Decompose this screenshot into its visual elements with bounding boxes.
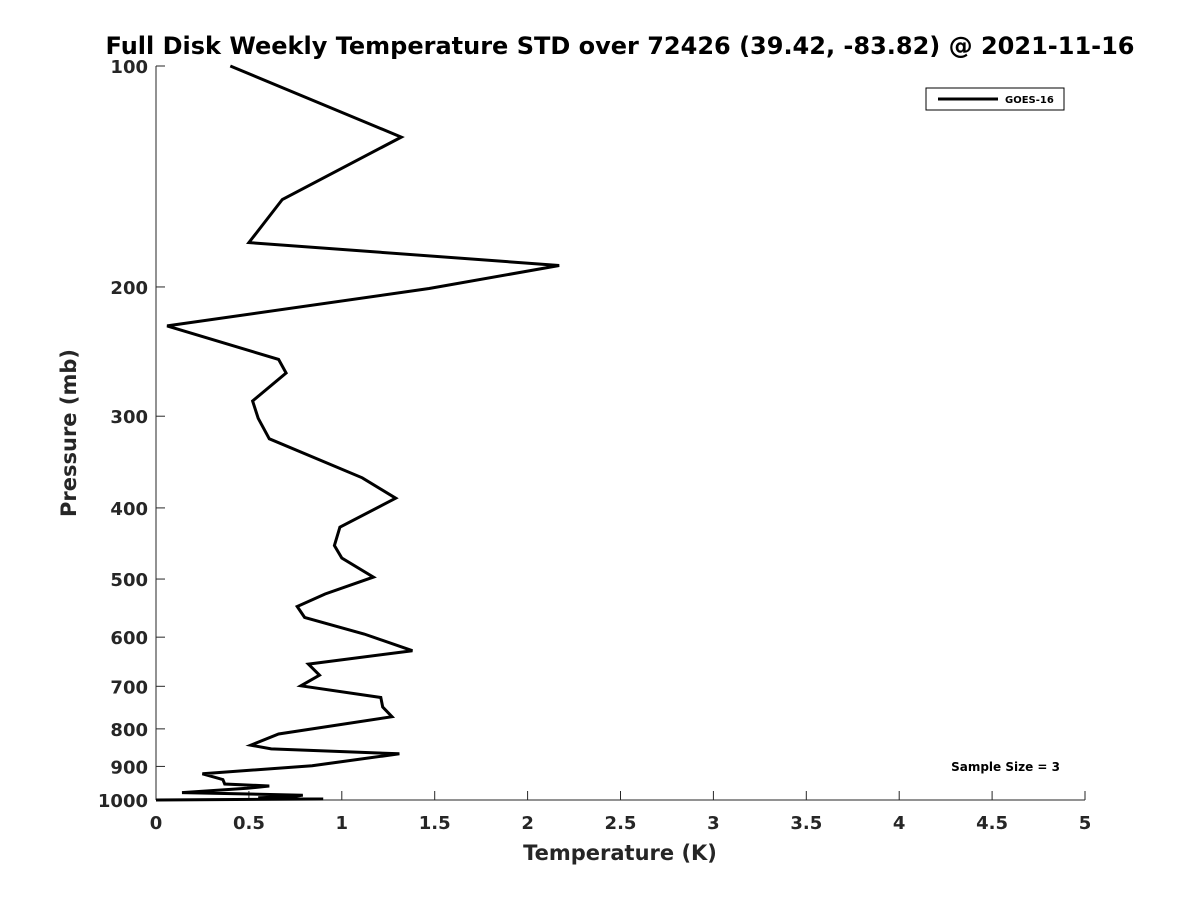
legend-label-goes-16: GOES-16: [1005, 95, 1054, 106]
legend: GOES-16: [925, 87, 1065, 111]
y-tick-label: 200: [110, 278, 148, 299]
y-tick-label: 300: [110, 407, 148, 428]
y-tick-label: 800: [110, 720, 148, 741]
y-tick-label: 600: [110, 628, 148, 649]
y-axis-label: Pressure (mb): [57, 349, 81, 517]
x-tick-label: 3: [707, 813, 720, 834]
x-tick-label: 2.5: [605, 813, 637, 834]
x-ticks: 0 0.5 1 1.5 2 2.5 3 3.5 4 4.5 5: [150, 791, 1092, 834]
x-tick-label: 5: [1079, 813, 1092, 834]
x-tick-label: 0: [150, 813, 163, 834]
x-tick-label: 3.5: [790, 813, 822, 834]
sample-size-annotation: Sample Size = 3: [951, 760, 1060, 774]
y-tick-label: 500: [110, 570, 148, 591]
y-tick-label: 1000: [98, 791, 148, 812]
x-tick-label: 2: [521, 813, 534, 834]
y-tick-label: 100: [110, 57, 148, 78]
series-line-goes-16: [155, 64, 560, 802]
y-ticks: 100 200 300 400 500 600 700 800 900 1000: [98, 57, 165, 812]
x-tick-label: 0.5: [233, 813, 265, 834]
x-tick-label: 4: [893, 813, 906, 834]
x-tick-label: 4.5: [976, 813, 1008, 834]
chart-title: Full Disk Weekly Temperature STD over 72…: [106, 32, 1135, 60]
y-tick-label: 900: [110, 757, 148, 778]
y-tick-label: 700: [110, 677, 148, 698]
series-group: [155, 64, 560, 802]
x-tick-label: 1: [336, 813, 349, 834]
x-tick-label: 1.5: [419, 813, 451, 834]
y-tick-label: 400: [110, 499, 148, 520]
x-axis-label: Temperature (K): [523, 841, 717, 865]
